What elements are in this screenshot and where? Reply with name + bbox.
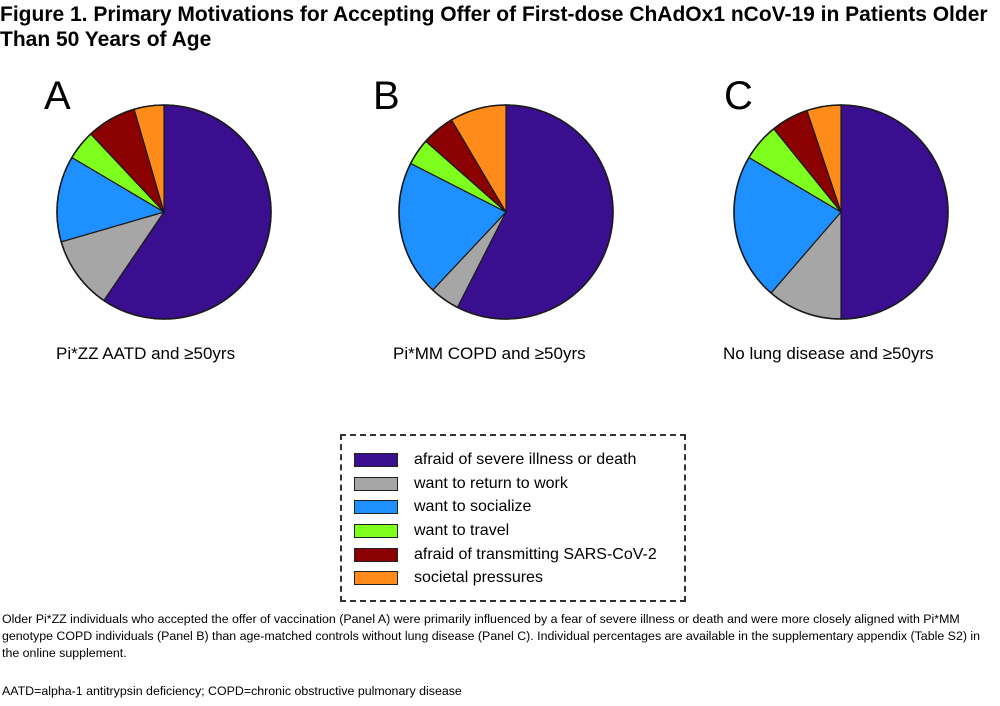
legend-swatch — [354, 548, 398, 562]
legend-label: want to socialize — [414, 498, 532, 515]
legend-swatch — [354, 500, 398, 514]
figure-title: Figure 1. Primary Motivations for Accept… — [0, 3, 988, 51]
legend-label: societal pressures — [414, 569, 543, 586]
pie-outline — [733, 104, 949, 320]
legend-item: afraid of severe illness or death — [354, 450, 636, 470]
legend-label: afraid of transmitting SARS-CoV-2 — [414, 546, 657, 563]
legend: afraid of severe illness or death want t… — [340, 434, 686, 602]
afraid-slice — [840, 104, 949, 320]
panel-letter-c: C — [724, 74, 753, 118]
pie-chart-a — [56, 104, 272, 320]
legend-item: afraid of transmitting SARS-CoV-2 — [354, 545, 657, 565]
pie-chart-c — [733, 104, 949, 320]
pie-outline — [398, 104, 614, 320]
figure-caption: Older Pi*ZZ individuals who accepted the… — [2, 612, 981, 660]
legend-item: want to socialize — [354, 497, 531, 517]
legend-label: want to return to work — [414, 475, 568, 492]
legend-label: afraid of severe illness or death — [414, 451, 637, 468]
panel-b: B Pi*MM COPD and ≥50yrs — [373, 76, 684, 376]
panel-label-a: Pi*ZZ AATD and ≥50yrs — [56, 344, 236, 363]
panel-a: A Pi*ZZ AATD and ≥50yrs — [36, 76, 336, 376]
panel-c: C No lung disease and ≥50yrs — [706, 76, 1000, 376]
legend-label: want to travel — [414, 522, 510, 539]
panel-letter-b: B — [373, 74, 400, 118]
legend-item: want to travel — [354, 521, 509, 541]
panel-label-b: Pi*MM COPD and ≥50yrs — [393, 344, 586, 363]
legend-swatch — [354, 524, 398, 538]
panel-label-c: No lung disease and ≥50yrs — [723, 344, 934, 363]
legend-swatch — [354, 571, 398, 585]
panel-letter-a: A — [44, 74, 71, 118]
legend-swatch — [354, 477, 398, 491]
figure-footnote: AATD=alpha-1 antitrypsin deficiency; COP… — [2, 684, 462, 698]
legend-item: want to return to work — [354, 474, 568, 494]
legend-swatch — [354, 453, 398, 467]
pie-chart-b — [398, 104, 614, 320]
pie-outline — [56, 104, 272, 320]
legend-item: societal pressures — [354, 568, 543, 588]
